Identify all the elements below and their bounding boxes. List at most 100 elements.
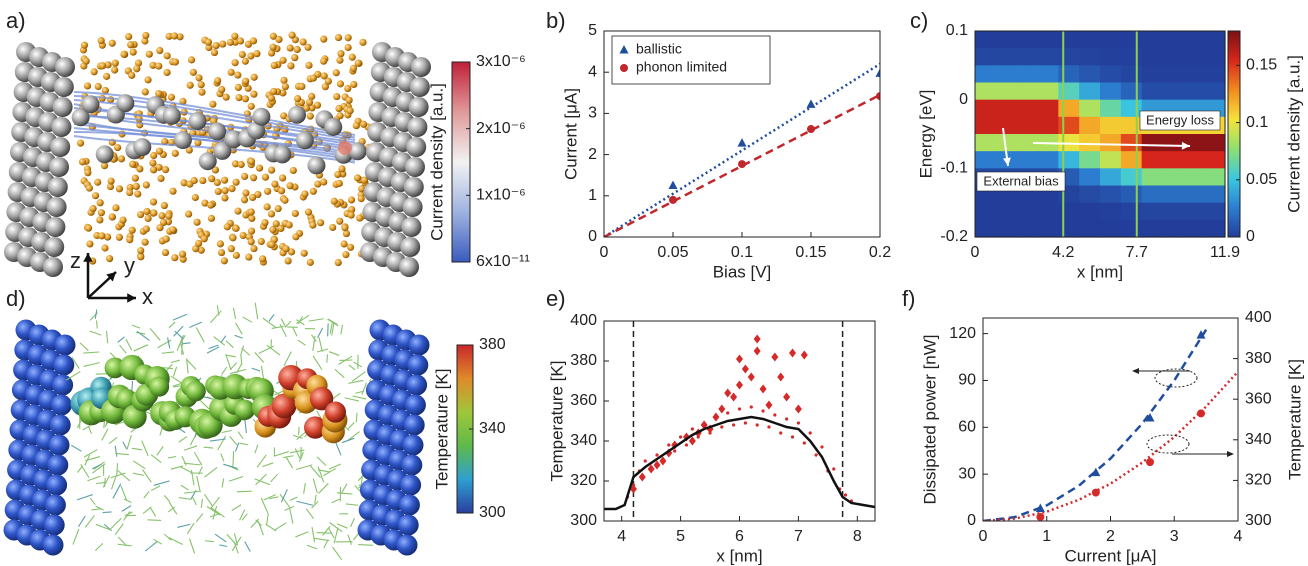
molecule-atom [341,224,349,232]
bond [177,523,191,528]
heatmap-cell [1079,31,1101,49]
molecule-atom [350,80,358,89]
bond [172,366,178,377]
bond [317,327,324,338]
dot-marker [802,441,806,445]
heatmap-cell [1162,48,1184,66]
current-streamline [73,99,356,141]
filament-atom [116,94,135,113]
molecule-atom [231,160,240,168]
molecule-atom [299,38,307,46]
x-tick-label: 0.1 [731,244,753,261]
molecule-atom [141,88,149,96]
diamond-marker [777,372,785,382]
bond [189,321,202,328]
molecule-atom [97,37,105,45]
bond [294,448,301,459]
molecule-atom [98,62,107,70]
filament-atom [198,152,217,171]
heatmap-cell [1183,168,1205,187]
diamond-marker [653,460,661,470]
legend-label: ballistic [636,41,682,57]
molecule-atom [127,41,135,49]
bond [198,466,203,475]
bond [172,382,182,387]
bond [295,531,309,538]
circle-marker [876,92,880,101]
arrow-head [1132,368,1139,374]
heatmap-cell [1141,185,1164,204]
bond [65,371,81,381]
bond [117,336,125,343]
y-tick-label: 380 [570,352,597,369]
molecule-atom [268,240,276,249]
bond [80,463,90,478]
x-tick-label: 2 [1106,528,1115,545]
bond [89,497,96,506]
molecule-atom [80,41,89,49]
circle-marker [807,125,815,134]
heatmap-cell [1183,134,1205,152]
dot-marker [726,411,730,415]
molecule-atom [320,35,328,43]
circle-marker [1036,512,1045,521]
dot-marker [773,413,777,417]
bond [229,436,238,446]
hot-atom [185,380,206,402]
dot-marker [684,443,689,447]
molecule-atom [291,209,299,218]
heatmap-cell [1058,202,1080,221]
bond [153,480,170,486]
annotation-ellipse [1154,368,1198,388]
bond [167,455,177,459]
molecule-atom [236,37,245,45]
bond [308,318,324,322]
electrode-atom [402,434,424,456]
bond [131,447,143,451]
bond [216,305,220,316]
y-tick-label: 320 [570,472,597,489]
bond [234,442,240,452]
molecule-atom [85,184,94,192]
bond [333,527,339,544]
bond [208,344,219,349]
molecule-atom [249,37,258,45]
molecule-atom [169,226,177,234]
triangle-marker [1145,412,1155,422]
molecule-atom [189,68,197,76]
molecule-atom [334,258,342,267]
molecule-atom [320,178,328,186]
heatmap-cell [1016,202,1039,221]
molecule-atom [249,174,258,182]
molecule-atom [241,95,250,103]
molecule-atom [306,112,314,120]
heatmap-cell [1100,202,1122,221]
bond [254,444,259,454]
molecule-atom [336,80,345,88]
heatmap-cell [1100,82,1122,101]
plot-area [604,321,875,521]
bond [206,506,221,516]
y-tick-label: -0.2 [940,228,968,245]
heatmap-cell [1183,185,1205,204]
bond [200,498,204,508]
molecule-atom [264,187,272,195]
bond [284,505,295,511]
bond [280,489,288,503]
molecule-atom [274,204,282,213]
heatmap-cell [975,151,997,169]
heatmap-cell [1037,31,1059,49]
bond [163,533,172,541]
bond [150,485,161,492]
molecule-atom [192,245,200,253]
molecule-atom [187,56,196,64]
bond [305,508,315,519]
molecule-atom [106,182,115,191]
colorbar-tick-label: 0.15 [1246,57,1277,74]
bond [289,496,298,501]
bond [237,431,244,440]
heatmap-cell [995,99,1018,118]
bond [188,538,196,554]
heatmap-cell [1100,151,1122,169]
molecule-atom [337,50,345,58]
